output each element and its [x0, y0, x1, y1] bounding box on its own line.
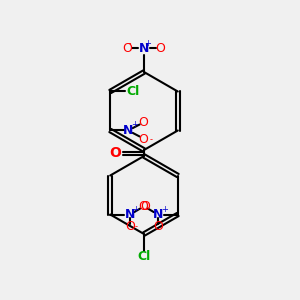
Text: +: +: [131, 121, 138, 130]
Text: Cl: Cl: [126, 85, 140, 98]
Text: N: N: [124, 208, 135, 221]
Text: N: N: [153, 208, 164, 221]
Text: Cl: Cl: [137, 250, 151, 263]
Text: O: O: [138, 116, 148, 130]
Text: O: O: [156, 41, 165, 55]
Text: -: -: [134, 222, 137, 231]
Text: O: O: [138, 133, 148, 146]
Text: N: N: [139, 41, 149, 55]
Text: +: +: [161, 205, 167, 214]
Text: O: O: [123, 41, 132, 55]
Text: -: -: [128, 38, 131, 48]
Text: O: O: [153, 220, 163, 233]
Text: O: O: [110, 146, 122, 160]
Text: O: O: [140, 200, 150, 214]
Text: O: O: [138, 200, 148, 214]
Text: O: O: [125, 220, 135, 233]
Text: +: +: [144, 39, 151, 48]
Text: -: -: [149, 135, 152, 144]
Text: N: N: [123, 124, 134, 137]
Text: +: +: [132, 205, 139, 214]
